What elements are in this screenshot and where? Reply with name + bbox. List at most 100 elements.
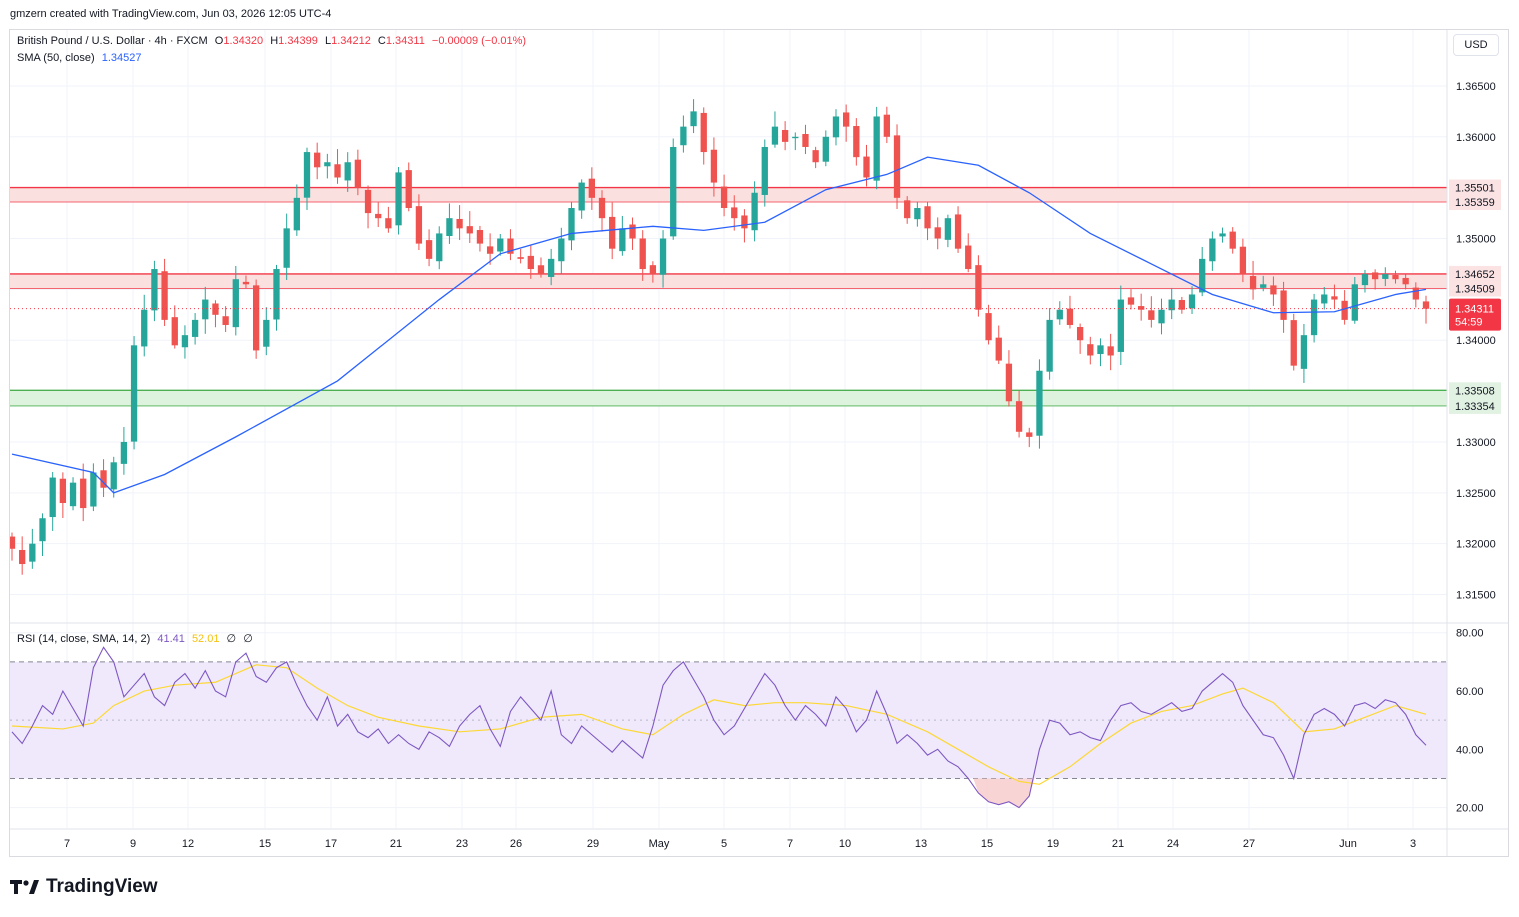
candle-body	[1382, 274, 1389, 279]
candle-body	[385, 218, 392, 229]
candle-body	[242, 281, 250, 285]
created-by-text: gmzern created with TradingView.com, Jun…	[10, 8, 332, 20]
candle-body	[832, 116, 840, 138]
candle-body	[39, 518, 46, 542]
candle-body	[619, 228, 626, 252]
time-tick-label: 19	[1047, 838, 1059, 850]
zone-price-tag-label: 1.34509	[1455, 283, 1495, 295]
axes: 1.365001.360001.355001.350001.345001.340…	[10, 30, 1508, 856]
brand-logo-area[interactable]: TradingView	[10, 876, 158, 898]
candle-body	[303, 152, 311, 198]
candle-body	[700, 112, 707, 153]
price-zones	[10, 186, 1447, 407]
candle-body	[1219, 233, 1226, 237]
candle-body	[324, 162, 331, 167]
rsi-value: 41.41	[157, 633, 185, 645]
resistance-zone	[10, 187, 1447, 203]
candle-body	[588, 178, 595, 198]
last-price-tag-label: 1.34311	[1455, 304, 1494, 316]
rsi-pane	[10, 646, 1447, 809]
candle-body	[751, 192, 758, 231]
candle-body	[1280, 290, 1287, 320]
zone-price-tag	[1449, 397, 1501, 414]
time-tick-label: May	[649, 838, 670, 850]
candle-body	[802, 133, 809, 147]
currency-button[interactable]: USD	[1453, 34, 1499, 56]
candle-body	[944, 218, 952, 240]
time-tick-label: 7	[787, 838, 793, 850]
zone-price-tag-label: 1.34652	[1455, 269, 1495, 281]
candle-body	[120, 441, 128, 464]
zone-price-tag	[1449, 382, 1501, 399]
candle-body	[1178, 300, 1186, 310]
brand-text: TradingView	[46, 876, 158, 897]
candle-body	[486, 246, 494, 254]
candle-body	[80, 478, 87, 509]
low-label: L	[324, 35, 332, 47]
time-tick-label: 7	[64, 838, 70, 850]
price-tick-label: 1.33000	[1456, 437, 1496, 449]
candle-body	[914, 208, 921, 220]
candle-body	[222, 316, 229, 325]
candle-body	[527, 255, 534, 270]
candle-body	[314, 152, 321, 168]
candle-body	[395, 172, 402, 226]
time-tick-label: 5	[721, 838, 727, 850]
rsi-tick-label: 80.00	[1456, 628, 1484, 640]
candle-body	[497, 238, 504, 252]
candle-body	[405, 170, 412, 209]
price-tick-label: 1.32500	[1456, 488, 1496, 500]
candle-body	[171, 317, 178, 346]
candle-body	[436, 233, 443, 262]
candle-body	[954, 214, 962, 249]
low-value: 1.34212	[331, 35, 371, 47]
price-tick-label: 1.32000	[1456, 539, 1496, 551]
candle-body	[934, 227, 941, 239]
time-tick-label: 10	[839, 838, 851, 850]
candle-body	[364, 189, 372, 214]
price-tick-label: 1.31500	[1456, 590, 1496, 602]
candle-body	[609, 216, 616, 249]
rsi-tick-label: 60.00	[1456, 686, 1484, 698]
candlestick-series	[10, 99, 1447, 575]
candle-body	[1117, 299, 1124, 352]
candle-body	[720, 186, 728, 209]
candle-body	[1026, 432, 1033, 437]
time-tick-label: 21	[1112, 838, 1124, 850]
time-tick-label: 23	[456, 838, 468, 850]
price-tags: 1.35501 1.35359 1.34652 1.34509 1.33508 1.333…	[1449, 179, 1501, 414]
candle-body	[1392, 274, 1399, 280]
candle-body	[1066, 308, 1074, 325]
candle-body	[1127, 297, 1135, 305]
candle-body	[191, 319, 199, 337]
price-tick-label: 1.34000	[1456, 335, 1496, 347]
candle-body	[507, 238, 514, 254]
candle-body	[69, 482, 77, 507]
candle-body	[273, 269, 280, 320]
rsi-ma-value: 52.01	[191, 633, 220, 645]
candle-body	[1046, 319, 1053, 372]
candle-body	[456, 218, 463, 229]
main-legend: British Pound / U.S. Dollar · 4h · FXCM …	[17, 35, 530, 47]
candle-body	[1209, 238, 1216, 262]
candle-body	[568, 208, 575, 241]
candle-body	[629, 224, 636, 239]
candle-body	[1076, 327, 1084, 341]
zone-price-tag-label: 1.35501	[1455, 183, 1495, 195]
candle-body	[1270, 285, 1277, 295]
candle-body	[151, 269, 158, 311]
candle-body	[812, 150, 819, 163]
candle-body	[1341, 300, 1348, 320]
candle-body	[1138, 306, 1145, 310]
candle-body	[670, 146, 677, 237]
rsi-tick-label: 40.00	[1456, 744, 1484, 756]
candle-body	[232, 279, 239, 328]
candle-body	[863, 156, 870, 178]
candle-body	[517, 257, 524, 259]
candle-body	[537, 265, 545, 275]
candle-body	[761, 146, 768, 195]
candle-body	[466, 226, 473, 234]
candle-body	[476, 230, 484, 244]
candle-body	[1158, 309, 1165, 324]
